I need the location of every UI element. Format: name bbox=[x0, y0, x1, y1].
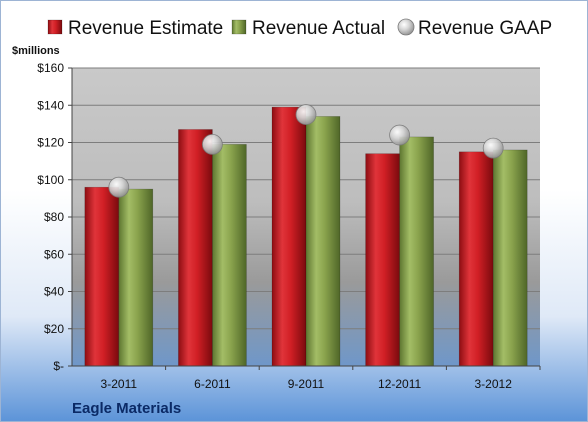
legend: Revenue Estimate Revenue Actual Revenue GA… bbox=[47, 18, 552, 39]
y-tick-label: $140 bbox=[37, 98, 64, 112]
bar-revenue-estimate bbox=[458, 151, 494, 367]
gaap-marker bbox=[389, 124, 411, 146]
gaap-markers bbox=[108, 104, 504, 198]
gaap-marker bbox=[295, 104, 317, 125]
bar-revenue-actual bbox=[118, 188, 154, 367]
bar-revenue-estimate bbox=[271, 106, 307, 367]
bar-revenue-actual bbox=[305, 116, 341, 367]
bar-revenue-estimate bbox=[84, 186, 120, 367]
x-tick-label: 6-2011 bbox=[194, 377, 231, 391]
y-tick-label: $20 bbox=[44, 322, 64, 336]
legend-swatch bbox=[231, 19, 247, 35]
y-tick-label: $100 bbox=[37, 173, 64, 187]
y-tick-label: $160 bbox=[37, 61, 64, 75]
y-tick-label: $- bbox=[53, 359, 64, 373]
y-tick-label: $40 bbox=[44, 285, 64, 299]
x-tick-label: 12-2011 bbox=[378, 377, 421, 391]
bar-revenue-actual bbox=[399, 136, 434, 367]
bar-revenue-estimate bbox=[178, 129, 213, 367]
bars bbox=[84, 106, 528, 367]
x-tick-label: 9-2011 bbox=[288, 377, 325, 391]
y-axis: $- $20 $40 $60 $80 $100 $120 $140 $160 bbox=[37, 61, 73, 373]
legend-label: Revenue Estimate bbox=[68, 18, 223, 39]
legend-swatch bbox=[397, 18, 415, 36]
company-label: Eagle Materials bbox=[72, 400, 181, 417]
y-unit-label: $millions bbox=[12, 45, 60, 57]
y-tick-label: $80 bbox=[44, 210, 64, 224]
bar-revenue-actual bbox=[492, 149, 528, 367]
legend-label: Revenue Actual bbox=[252, 18, 385, 39]
x-tick-label: 3-2011 bbox=[101, 377, 138, 391]
x-tick-label: 3-2012 bbox=[475, 377, 513, 391]
bar-revenue-estimate bbox=[365, 153, 400, 367]
bar-revenue-actual bbox=[212, 144, 247, 367]
legend-swatch bbox=[47, 19, 63, 35]
gaap-marker bbox=[108, 176, 130, 198]
gaap-marker bbox=[482, 137, 504, 159]
gaap-marker bbox=[201, 133, 223, 155]
legend-label: Revenue GAAP bbox=[418, 18, 552, 39]
y-tick-label: $120 bbox=[37, 136, 64, 150]
y-tick-label: $60 bbox=[44, 247, 64, 261]
x-axis: 3-2011 6-2011 9-2011 12-2011 3-2012 bbox=[72, 365, 541, 391]
